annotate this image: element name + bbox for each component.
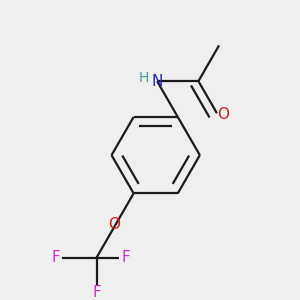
Text: O: O bbox=[108, 217, 120, 232]
Text: H: H bbox=[138, 71, 148, 85]
Text: F: F bbox=[52, 250, 61, 265]
Text: N: N bbox=[152, 74, 163, 89]
Text: F: F bbox=[92, 285, 101, 300]
Text: F: F bbox=[121, 250, 130, 265]
Text: O: O bbox=[217, 107, 229, 122]
